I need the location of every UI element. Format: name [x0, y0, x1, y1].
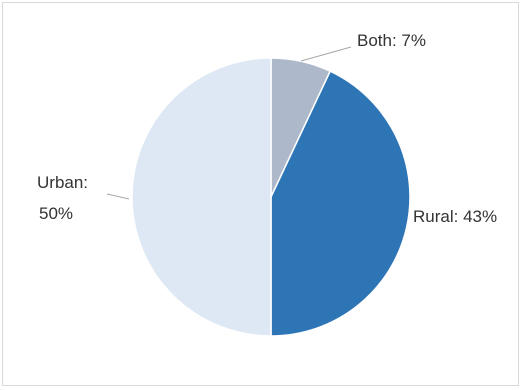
pie-slice-rural: [270, 70, 411, 337]
leader-line-urban: [106, 193, 130, 200]
data-label-urban-line2: 50%: [39, 204, 73, 223]
data-label-urban-line1: Urban:: [37, 173, 88, 192]
leader-line-both: [300, 46, 352, 62]
data-label-rural: Rural: 43%: [413, 207, 497, 226]
pie-slice-urban: [131, 57, 272, 337]
data-label-both: Both: 7%: [357, 31, 426, 50]
pie-slices: [131, 57, 411, 337]
